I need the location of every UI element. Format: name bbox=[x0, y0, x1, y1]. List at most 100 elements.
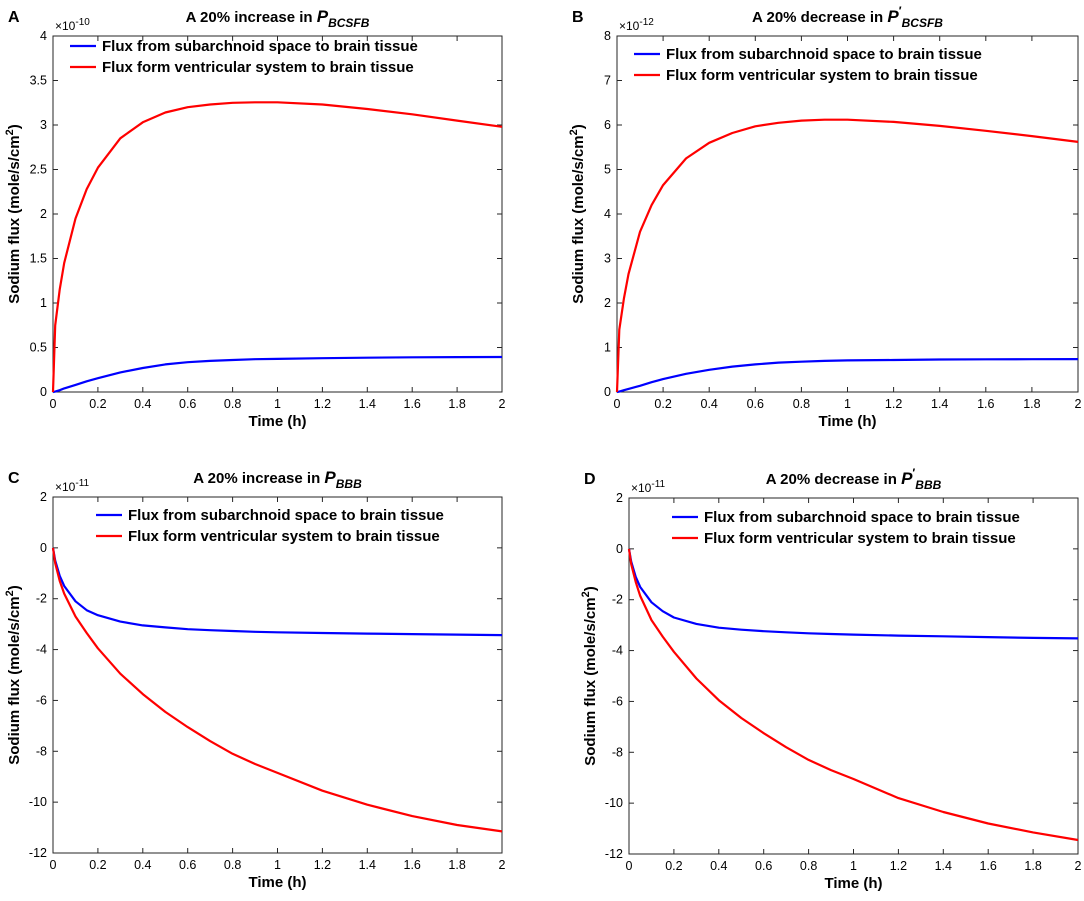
panel-label: A bbox=[8, 9, 20, 26]
series-line-subarachnoid bbox=[51, 547, 503, 637]
y-axis-label: Sodium flux (mole/s/cm2) bbox=[4, 585, 23, 765]
y-tick-label: 0 bbox=[40, 385, 47, 399]
y-tick-label: 4 bbox=[40, 29, 47, 43]
chart-title: A 20% decrease in P′BCSFB bbox=[752, 4, 943, 30]
x-tick-label: 1.2 bbox=[314, 858, 331, 872]
panel-label: C bbox=[8, 470, 20, 487]
y-tick-label: 3 bbox=[40, 118, 47, 132]
x-tick-label: 1.2 bbox=[885, 397, 902, 411]
panel-d: D 0 0.2 0.4 0.6 0.8 1 1.2 1.4 1.6 1.8 2 -12 -10 -8 -6 -4… bbox=[580, 466, 1082, 892]
legend-entry: Flux form ventricular system to brain ti… bbox=[128, 528, 440, 545]
x-axis-label: Time (h) bbox=[824, 875, 882, 892]
y-tick-label: 2 bbox=[616, 491, 623, 505]
y-tick-label: 2.5 bbox=[30, 163, 47, 177]
x-tick-label: 1.6 bbox=[404, 858, 421, 872]
series-line-subarachnoid bbox=[52, 355, 503, 394]
series-line-ventricular bbox=[51, 547, 503, 833]
y-exponent: ×10-12 bbox=[619, 17, 654, 33]
y-tick-label: 0.5 bbox=[30, 341, 47, 355]
panel-label: D bbox=[584, 471, 596, 488]
axes-box bbox=[616, 35, 1079, 393]
x-tick-label: 0.6 bbox=[755, 859, 772, 873]
y-tick-label: -2 bbox=[36, 592, 47, 606]
y-tick-label: 1.5 bbox=[30, 252, 47, 266]
x-tick-label: 1.8 bbox=[1023, 397, 1040, 411]
x-tick-label: 0 bbox=[614, 397, 621, 411]
x-tick-label: 0 bbox=[626, 859, 633, 873]
series-line-subarachnoid bbox=[616, 358, 1079, 394]
chart-title: A 20% decrease in P′BBB bbox=[766, 466, 942, 492]
series-line-subarachnoid bbox=[627, 548, 1079, 640]
y-tick-label: 3 bbox=[604, 252, 611, 266]
x-tick-label: 0 bbox=[50, 397, 57, 411]
y-tick-label: -6 bbox=[36, 693, 47, 707]
legend-entry: Flux from subarchnoid space to brain tis… bbox=[666, 46, 982, 63]
x-tick-label: 2 bbox=[499, 397, 506, 411]
x-tick-label: 0.2 bbox=[89, 397, 106, 411]
y-exponent: ×10-10 bbox=[55, 17, 90, 33]
x-tick-label: 1 bbox=[274, 397, 281, 411]
y-tick-label: -2 bbox=[612, 593, 623, 607]
x-axis-label: Time (h) bbox=[248, 413, 306, 430]
x-tick-label: 1 bbox=[844, 397, 851, 411]
panel-b: B 0 0.2 0.4 0.6 0.8 1 1.2 1.4 1.6 1.8 2 0 1 2 3 4 5 6 7 8 ×10… bbox=[568, 4, 1082, 430]
legend-entry: Flux from subarchnoid space to brain tis… bbox=[128, 507, 444, 524]
x-tick-label: 0.2 bbox=[654, 397, 671, 411]
x-tick-label: 0.8 bbox=[793, 397, 810, 411]
x-tick-label: 1.2 bbox=[314, 397, 331, 411]
x-tick-label: 0.2 bbox=[89, 858, 106, 872]
y-tick-label: -4 bbox=[612, 644, 623, 658]
y-tick-label: 6 bbox=[604, 118, 611, 132]
axes-box bbox=[52, 35, 503, 393]
x-tick-label: 1.4 bbox=[359, 858, 376, 872]
x-tick-label: 0.4 bbox=[134, 397, 151, 411]
y-axis-label: Sodium flux (mole/s/cm2) bbox=[580, 586, 599, 766]
x-tick-label: 0.4 bbox=[710, 859, 727, 873]
x-tick-label: 1.8 bbox=[1024, 859, 1041, 873]
y-tick-label: 5 bbox=[604, 163, 611, 177]
x-tick-label: 2 bbox=[1075, 397, 1082, 411]
legend-entry: Flux from subarchnoid space to brain tis… bbox=[102, 38, 418, 55]
y-tick-label: 4 bbox=[604, 207, 611, 221]
y-tick-label: 1 bbox=[604, 341, 611, 355]
x-tick-label: 0.8 bbox=[224, 858, 241, 872]
x-tick-label: 1.4 bbox=[931, 397, 948, 411]
x-tick-label: 0.6 bbox=[179, 397, 196, 411]
x-tick-label: 0 bbox=[50, 858, 57, 872]
x-tick-label: 1.6 bbox=[980, 859, 997, 873]
y-tick-label: -10 bbox=[29, 795, 47, 809]
x-tick-label: 1 bbox=[850, 859, 857, 873]
legend-entry: Flux form ventricular system to brain ti… bbox=[704, 530, 1016, 547]
x-tick-label: 1 bbox=[274, 858, 281, 872]
x-tick-label: 1.8 bbox=[448, 858, 465, 872]
axes-box bbox=[628, 497, 1079, 855]
legend-entry: Flux form ventricular system to brain ti… bbox=[102, 59, 414, 76]
y-exponent: ×10-11 bbox=[631, 479, 666, 495]
y-tick-label: 1 bbox=[40, 296, 47, 310]
x-tick-label: 2 bbox=[499, 858, 506, 872]
y-tick-label: 0 bbox=[616, 542, 623, 556]
y-tick-label: -10 bbox=[605, 796, 623, 810]
x-tick-label: 0.4 bbox=[701, 397, 718, 411]
panel-c: C 0 0.2 0.4 0.6 0.8 1 1.2 1.4 1.6 1.8 2 -12 -10 -8 -6 -4… bbox=[4, 468, 506, 891]
x-tick-label: 0.6 bbox=[747, 397, 764, 411]
y-tick-label: 2 bbox=[40, 490, 47, 504]
x-axis-label: Time (h) bbox=[248, 874, 306, 891]
series-line-ventricular bbox=[615, 118, 1079, 393]
panel-a: A 0 0.2 0.4 0.6 0.8 1 1.2 1.4 1.6 1.8 2 0 0.5 1 1.5 2 2.5… bbox=[4, 7, 506, 430]
x-tick-label: 2 bbox=[1075, 859, 1082, 873]
x-tick-label: 1.4 bbox=[359, 397, 376, 411]
legend-entry: Flux from subarchnoid space to brain tis… bbox=[704, 509, 1020, 526]
y-axis-label: Sodium flux (mole/s/cm2) bbox=[568, 124, 587, 304]
y-axis-label: Sodium flux (mole/s/cm2) bbox=[4, 124, 23, 304]
y-tick-label: 8 bbox=[604, 29, 611, 43]
x-tick-label: 1.4 bbox=[935, 859, 952, 873]
series-line-ventricular bbox=[51, 101, 503, 393]
y-exponent: ×10-11 bbox=[55, 478, 90, 494]
y-tick-label: -8 bbox=[612, 745, 623, 759]
x-tick-label: 0.2 bbox=[665, 859, 682, 873]
y-tick-label: -8 bbox=[36, 744, 47, 758]
x-tick-label: 0.6 bbox=[179, 858, 196, 872]
y-tick-label: 0 bbox=[40, 541, 47, 555]
